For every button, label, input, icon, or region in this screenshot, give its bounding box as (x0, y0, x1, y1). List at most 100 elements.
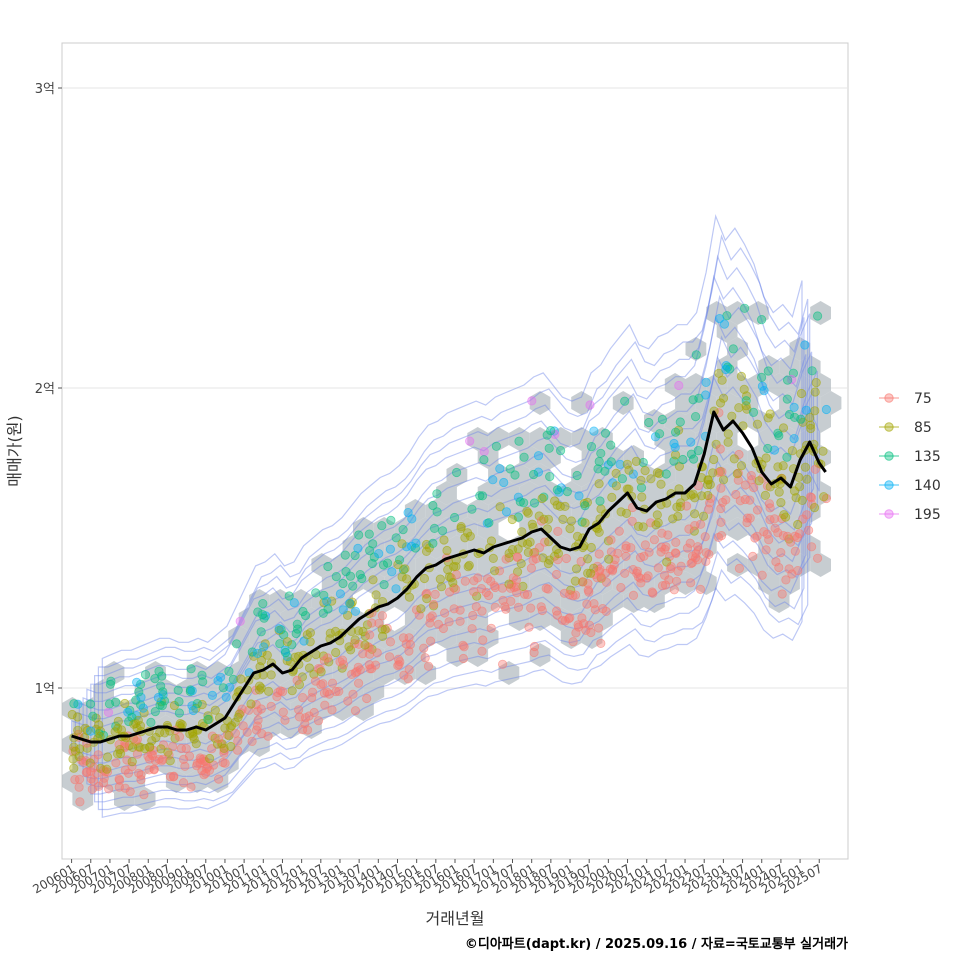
hexbin-cell (363, 571, 385, 595)
data-point (546, 425, 556, 436)
hexbin-cell (488, 571, 509, 595)
data-point (398, 565, 409, 575)
data-point (745, 495, 755, 505)
data-point (387, 567, 397, 577)
data-point (565, 613, 575, 623)
data-point (262, 650, 272, 660)
data-point (764, 535, 774, 545)
data-point (475, 491, 485, 501)
data-point (682, 543, 693, 553)
data-point (316, 667, 326, 677)
data-point (181, 743, 191, 754)
legend-key-point (884, 480, 894, 490)
data-point (132, 749, 142, 759)
hexbin-cell (436, 481, 457, 505)
data-point (778, 423, 789, 433)
data-point (460, 576, 470, 586)
hexbin-cell (810, 553, 831, 577)
data-point (756, 372, 767, 382)
data-point (763, 443, 773, 454)
data-point (442, 545, 452, 556)
data-point (589, 599, 599, 609)
data-point (585, 568, 596, 578)
data-point (246, 699, 256, 709)
data-point (617, 474, 628, 484)
data-point (221, 692, 231, 702)
data-point (479, 455, 489, 465)
data-point (572, 531, 583, 542)
hexbin-cell (363, 535, 385, 559)
data-point (762, 529, 772, 539)
hexbin-cell (799, 391, 821, 415)
data-point (127, 712, 137, 722)
data-point (818, 446, 828, 456)
data-point (716, 517, 726, 527)
data-point (168, 741, 178, 752)
data-point (102, 764, 112, 774)
data-point (763, 366, 773, 376)
data-point (614, 526, 624, 536)
data-point (800, 340, 810, 350)
data-point (139, 790, 149, 800)
hexbin-cell (716, 319, 738, 343)
data-point (504, 548, 514, 559)
data-point (529, 498, 540, 508)
data-point (75, 744, 85, 754)
data-point (115, 744, 125, 755)
data-point (259, 613, 269, 623)
data-point (419, 643, 429, 653)
data-point (307, 687, 318, 697)
data-point (385, 637, 396, 647)
hexbin-cell (768, 481, 790, 505)
data-point (367, 558, 377, 569)
data-point (714, 368, 724, 378)
data-point (686, 578, 696, 588)
hexbin-cell (664, 517, 686, 541)
data-point (594, 566, 604, 577)
data-point (698, 511, 709, 521)
data-point (752, 419, 763, 429)
data-point (386, 515, 396, 526)
hexbin-cell (508, 427, 530, 451)
hexbin-cell (550, 427, 572, 451)
data-point (560, 501, 570, 511)
data-point (505, 464, 515, 474)
data-point (491, 441, 501, 451)
data-point (690, 411, 701, 422)
data-point (701, 556, 711, 567)
hexbin-cell (467, 643, 489, 667)
data-point (111, 697, 121, 707)
hexbin-cell (82, 769, 104, 793)
hexbin-cell (415, 625, 437, 649)
data-point (158, 754, 168, 765)
data-point (216, 672, 226, 682)
data-point (527, 519, 537, 529)
data-point (622, 459, 632, 469)
data-point (338, 659, 349, 670)
data-point (626, 543, 636, 553)
data-point (125, 786, 135, 797)
data-point (570, 576, 580, 586)
data-point (728, 344, 738, 354)
hexbin-cell (602, 589, 624, 613)
data-point (156, 744, 166, 754)
data-point (784, 409, 795, 420)
data-point (458, 640, 468, 650)
data-point (347, 597, 357, 607)
data-point (180, 761, 190, 771)
data-point (742, 517, 752, 528)
data-point (501, 554, 511, 564)
hexbin-cell (477, 553, 499, 577)
hexbin-cell (436, 589, 457, 613)
data-point (678, 454, 688, 465)
data-point (566, 516, 577, 526)
data-point (490, 582, 500, 593)
data-point (501, 507, 512, 517)
data-point (601, 577, 612, 587)
hexbin-cell (228, 661, 250, 685)
data-point (695, 584, 706, 595)
data-point (115, 775, 125, 785)
data-point (741, 401, 751, 411)
data-point (494, 566, 505, 576)
